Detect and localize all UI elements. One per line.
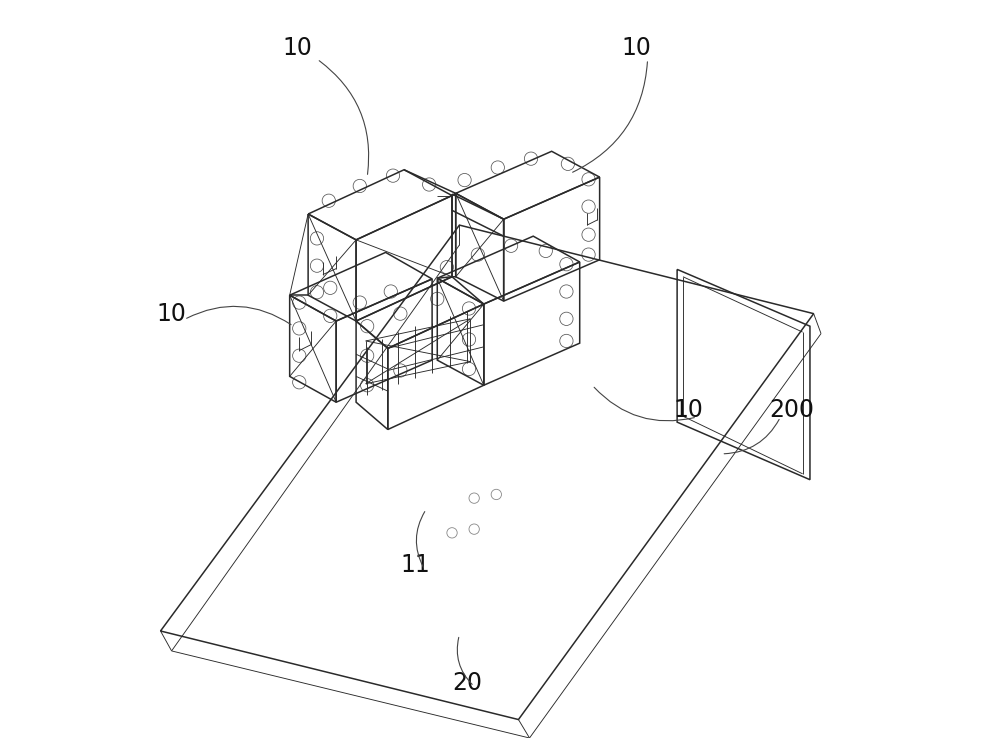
Text: 10: 10 [622,36,651,60]
Text: 10: 10 [157,302,187,325]
Text: 20: 20 [452,671,482,694]
Text: 10: 10 [282,36,312,60]
Text: 10: 10 [673,398,703,421]
Text: 11: 11 [400,553,430,576]
Text: 200: 200 [769,398,814,421]
